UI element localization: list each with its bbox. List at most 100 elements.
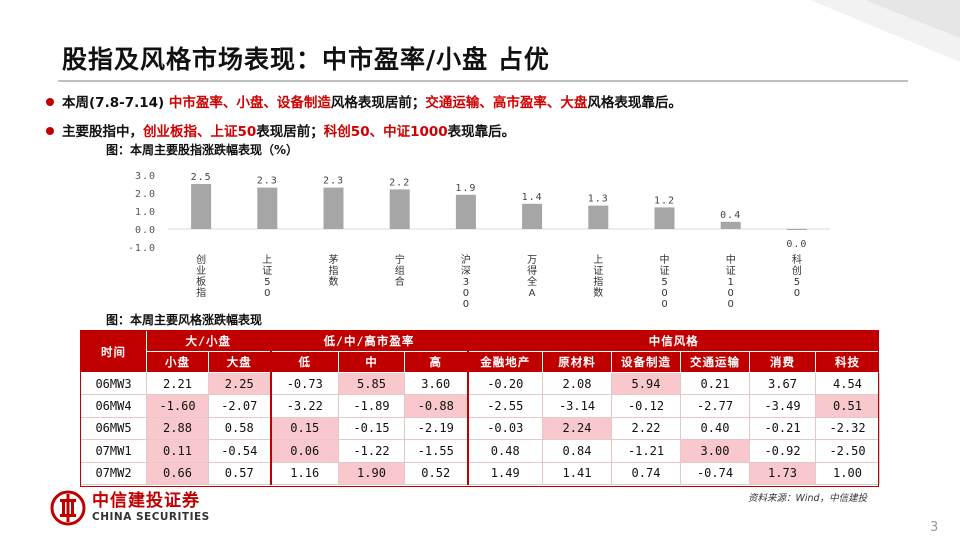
- table-cell: 4.54: [815, 371, 880, 396]
- table-cell: 0.58: [208, 416, 271, 441]
- table-group-header: 大/小盘: [146, 330, 271, 352]
- bullet-highlight-text: 创业板指、上证50: [143, 124, 257, 140]
- page-number: 3: [930, 520, 939, 535]
- table-cell: -2.77: [680, 394, 750, 418]
- table-cell: -1.21: [611, 439, 681, 463]
- bullet-text: 风格表现居前；: [330, 95, 426, 111]
- table-cell: -0.12: [611, 394, 681, 418]
- bar: [389, 189, 410, 229]
- logo-name-cn: 中信建投证券: [92, 491, 200, 511]
- bar: [654, 207, 675, 229]
- table-cell: 0.15: [269, 416, 339, 441]
- x-category-label: 万得全 A: [527, 255, 537, 299]
- bar-value-label: 2.3: [257, 176, 278, 187]
- table-column-header: 设备制造: [611, 351, 681, 373]
- bar-value-label: 1.4: [522, 192, 543, 203]
- table-group-header: 低/中/高市盈率: [269, 330, 468, 352]
- table-cell: 0.52: [404, 461, 468, 485]
- bullet-highlight-text: 交通运输、高市盈率、大盘: [425, 95, 588, 111]
- table-group-header: 中信风格: [466, 330, 880, 352]
- table-cell: 0.74: [611, 461, 681, 485]
- table-cell: 0.06: [269, 439, 339, 463]
- bar: [191, 184, 212, 229]
- style-return-table: 时间 大/小盘 低/中/高市盈率 中信风格 小盘 大盘低中高金融地产 原材料 设备制造 交通…: [80, 330, 880, 485]
- bar: [257, 187, 278, 229]
- x-category-label: 创业板指: [196, 253, 206, 299]
- table-cell: 0.84: [542, 439, 612, 463]
- table-cell: 3.60: [404, 371, 468, 396]
- table-cell: 2.24: [542, 416, 612, 441]
- table-cell: 0.66: [146, 461, 209, 485]
- table-cell: -2.55: [466, 394, 543, 418]
- table-cell: 0.48: [466, 439, 543, 463]
- y-tick-label: 0.0: [135, 225, 156, 236]
- table-cell: -2.07: [208, 394, 271, 418]
- table-column-header: 大盘: [208, 351, 271, 373]
- x-category-label: 茅指数: [329, 254, 339, 288]
- bullet-highlight-text: 中市盈率、小盘、设备制造: [168, 95, 331, 111]
- table-column-header-row: 小盘 大盘低中高金融地产 原材料 设备制造 交通运输 消费 科技: [81, 351, 880, 373]
- table-cell: -3.49: [749, 394, 816, 418]
- table-cell: -0.21: [749, 416, 816, 441]
- table-cell: 2.08: [542, 371, 612, 396]
- y-tick-label: 3.0: [135, 171, 156, 182]
- y-tick-label: 2.0: [135, 189, 156, 200]
- index-return-bar-chart: 3.0 2.0 1.0 0.0 -1.0 2.5 创业板指 2.3 上证 5 0 2.3 茅指数 2.2 宁…: [130, 171, 830, 310]
- row-header-cell: 时间: [80, 330, 147, 373]
- table-cell: -1.60: [146, 394, 209, 418]
- table-cell: 1.90: [338, 461, 405, 485]
- company-logo: 中信建投证券 CHINA SECURITIES: [50, 490, 210, 526]
- table-cell: 0.21: [680, 371, 750, 396]
- table-row: 06MW5 2.88 0.58 0.15 -0.15 -2.19 -0.03 2.24 2.22…: [80, 416, 880, 441]
- table-cell: -2.19: [404, 416, 468, 441]
- bullet-text: 本周(7.8-7.14): [62, 95, 169, 111]
- y-tick-label: 1.0: [135, 207, 156, 218]
- source-note: 资料来源：Wind，中信建投: [748, 493, 868, 504]
- bar-value-label: 1.3: [588, 194, 609, 205]
- table-row-label: 07MW1: [80, 439, 147, 463]
- table-column-header: 中: [338, 351, 405, 373]
- table-cell: -1.22: [338, 439, 405, 463]
- table-cell: 2.22: [611, 416, 681, 441]
- x-category-label: 上证指数: [593, 254, 603, 299]
- bar: [455, 194, 476, 229]
- table-cell: -1.89: [338, 394, 405, 418]
- table-cell: -0.54: [208, 439, 271, 463]
- bar: [323, 187, 344, 229]
- table-cell: 0.40: [680, 416, 750, 441]
- table-cell: 5.85: [338, 371, 405, 396]
- bullet-1: 本周(7.8-7.14) 中市盈率、小盘、设备制造风格表现居前；交通运输、高市盈…: [46, 91, 682, 111]
- table-cell: 2.21: [146, 371, 209, 396]
- table-cell: -0.15: [338, 416, 405, 441]
- bar-value-label: 2.3: [323, 176, 344, 187]
- table-cell: -1.55: [404, 439, 468, 463]
- x-category-label: 沪深 3 0 0: [461, 253, 471, 310]
- table-cell: 1.73: [749, 461, 816, 485]
- table-row: 06MW3 2.21 2.25 -0.73 5.85 3.60 -0.20 2.08 5.94 0…: [80, 371, 880, 396]
- table-row: 06MW4 -1.60 -2.07 -3.22 -1.89 -0.88 -2.55 -3.14…: [80, 394, 880, 418]
- corner-decoration: [770, 0, 960, 62]
- bar: [720, 221, 741, 229]
- table-cell: 0.57: [208, 461, 271, 485]
- y-tick-label: -1.0: [130, 243, 156, 254]
- x-category-label: 中证1000: [726, 253, 736, 310]
- table-cell: 3.00: [680, 439, 750, 463]
- bar: [786, 229, 807, 230]
- table-column-header: 消费: [749, 351, 816, 373]
- bar-value-label: 2.2: [389, 177, 410, 188]
- table-column-header: 科技: [815, 351, 880, 373]
- bullet-text: 主要股指中，: [62, 124, 143, 140]
- x-category-label: 宁组合: [395, 253, 405, 288]
- bar-value-label: 1.9: [455, 183, 476, 194]
- table-cell: -0.20: [466, 371, 543, 396]
- bar-value-label: 2.5: [191, 172, 212, 183]
- table-group-header-row: 时间 大/小盘 低/中/高市盈率 中信风格: [80, 330, 880, 373]
- table-row-label: 07MW2: [80, 461, 147, 485]
- table-cell: 2.88: [146, 416, 209, 441]
- table-caption: 图：本周主要风格涨跌幅表现: [106, 313, 263, 327]
- table-column-header: 低: [269, 351, 339, 373]
- table-cell: 5.94: [611, 371, 681, 396]
- table-row-label: 06MW4: [80, 394, 147, 418]
- x-category-label: 科创 5 0: [792, 253, 802, 299]
- bullet-2: 主要股指中，创业板指、上证50表现居前；科创50、中证1000表现靠后。: [46, 120, 515, 140]
